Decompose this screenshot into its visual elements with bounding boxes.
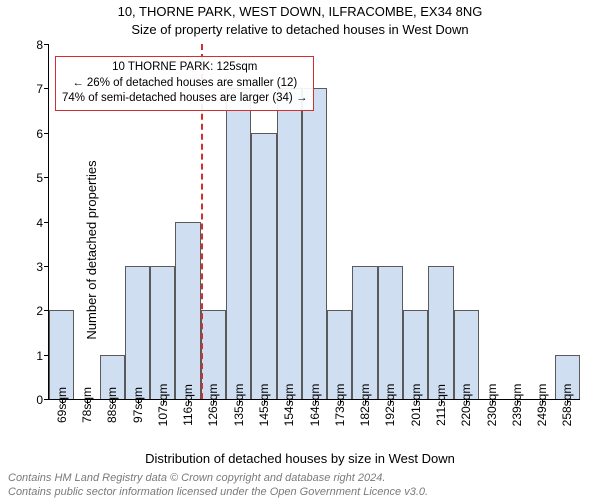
y-tick-mark: [44, 222, 49, 223]
y-tick-label: 6: [36, 127, 43, 141]
bar: [352, 266, 377, 399]
y-tick-label: 8: [36, 38, 43, 52]
bar: [302, 88, 327, 399]
bar: [226, 88, 251, 399]
plot-area: 10 THORNE PARK: 125sqm ← 26% of detached…: [48, 44, 580, 400]
chart-subtitle: Size of property relative to detached ho…: [0, 22, 600, 37]
x-tick-label: 154sqm: [282, 384, 296, 427]
x-tick-label: 69sqm: [55, 387, 69, 423]
x-tick-label: 220sqm: [459, 384, 473, 427]
x-tick-label: 258sqm: [560, 384, 574, 427]
y-tick-mark: [44, 266, 49, 267]
x-tick-label: 230sqm: [485, 384, 499, 427]
x-tick-label: 78sqm: [80, 387, 94, 423]
x-tick-label: 239sqm: [510, 384, 524, 427]
annotation-line-2: ← 26% of detached houses are smaller (12…: [62, 76, 307, 92]
y-tick-label: 1: [36, 349, 43, 363]
x-tick-label: 97sqm: [131, 387, 145, 423]
bar: [251, 133, 276, 399]
bar: [277, 88, 302, 399]
x-tick-label: 164sqm: [308, 384, 322, 427]
chart-title-address: 10, THORNE PARK, WEST DOWN, ILFRACOMBE, …: [0, 4, 600, 19]
bar: [150, 266, 175, 399]
y-tick-label: 4: [36, 216, 43, 230]
x-tick-label: 107sqm: [156, 384, 170, 427]
x-tick-label: 126sqm: [206, 384, 220, 427]
y-tick-label: 7: [36, 82, 43, 96]
y-tick-mark: [44, 44, 49, 45]
bar: [49, 310, 74, 399]
x-tick-label: 173sqm: [333, 384, 347, 427]
y-tick-mark: [44, 310, 49, 311]
x-tick-label: 211sqm: [434, 384, 448, 426]
x-tick-label: 201sqm: [409, 384, 423, 427]
x-tick-label: 249sqm: [535, 384, 549, 427]
annotation-line-1: 10 THORNE PARK: 125sqm: [62, 60, 307, 76]
x-tick-label: 182sqm: [358, 384, 372, 427]
y-tick-mark: [44, 88, 49, 89]
bar: [125, 266, 150, 399]
bar: [428, 266, 453, 399]
bar: [175, 222, 200, 400]
y-tick-label: 2: [36, 304, 43, 318]
y-tick-label: 3: [36, 260, 43, 274]
x-tick-label: 88sqm: [105, 387, 119, 423]
y-tick-mark: [44, 355, 49, 356]
attribution-line-1: Contains HM Land Registry data © Crown c…: [0, 472, 600, 484]
y-tick-mark: [44, 133, 49, 134]
bar: [378, 266, 403, 399]
x-axis-label: Distribution of detached houses by size …: [0, 451, 600, 466]
annotation-line-3: 74% of semi-detached houses are larger (…: [62, 91, 307, 107]
annotation-box: 10 THORNE PARK: 125sqm ← 26% of detached…: [55, 56, 314, 111]
x-tick-label: 135sqm: [232, 384, 246, 427]
y-tick-label: 0: [36, 393, 43, 407]
x-tick-label: 145sqm: [257, 384, 271, 427]
y-tick-label: 5: [36, 171, 43, 185]
y-tick-mark: [44, 177, 49, 178]
y-tick-mark: [44, 399, 49, 400]
attribution-line-2: Contains public sector information licen…: [0, 486, 600, 498]
x-tick-label: 192sqm: [383, 384, 397, 427]
x-tick-label: 116sqm: [181, 384, 195, 426]
